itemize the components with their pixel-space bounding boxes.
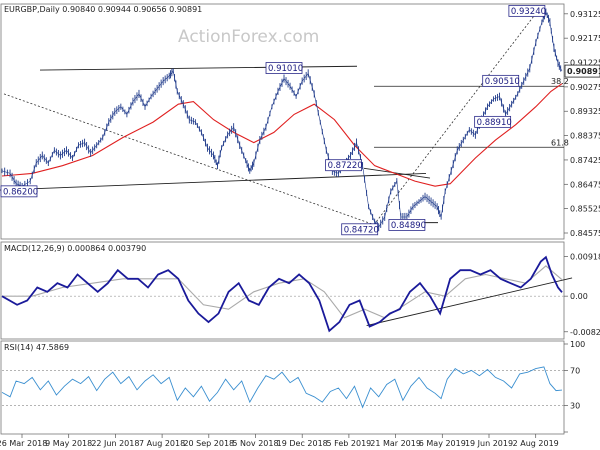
macd-series [1,255,573,333]
rsi-tick-label: 30 [570,402,580,411]
price-tick-label: 0.84575 [570,229,600,238]
macd-tick-label: -0.008225 [570,328,600,337]
rsi-tick-label: 100 [570,340,585,349]
level-label-box [508,4,546,17]
level-label-text: 0.90510 [485,77,520,87]
level-label-box [388,219,426,231]
level-label: 0.90510 [482,74,520,87]
macd-header: MACD(12,26,9) 0.000864 0.003790 [4,244,146,253]
level-label-text: 0.91010 [268,64,303,74]
level-label-text: 0.93240 [511,7,546,17]
x-tick-label: 22 Jun 2018 [91,439,139,448]
x-tick-label: 20 Sep 2018 [183,439,234,448]
x-tick-label: 6 May 2019 [419,439,466,448]
macd-signal-line [2,265,563,319]
level-label-text: 0.87220 [328,161,363,171]
macd-tick-label: 0.009181 [570,252,600,261]
level-label-box [482,74,520,87]
rsi-y-axis: 100 70 30 [564,340,585,433]
price-tick-label: 0.92175 [570,34,600,43]
x-tick-label: 19 Dec 2018 [277,439,328,448]
price-annotations: 38.2 61.8 0.93240 0.91010 0.90510 0.88910 0.87… [0,4,569,236]
x-tick-label: 5 Nov 2018 [232,439,278,448]
macd-line [1,255,563,333]
price-tick-label: 0.88375 [570,132,600,141]
x-tick-label: 26 Mar 2018 [0,439,47,448]
price-tick-label: 0.93125 [570,10,600,19]
level-label: 0.84890 [388,219,426,231]
level-label-box [341,223,379,236]
fib-level-label: 38.2 [551,77,569,86]
level-label: 0.91010 [265,62,303,74]
macd-tick-label: 0.00 [570,292,588,301]
moving-average-line [1,83,563,187]
watermark: ActionForex.com [178,27,319,47]
price-y-axis: 0.93125 0.92175 0.91225 0.90275 0.89325 0.883… [564,10,600,238]
short-falling-line [363,167,431,179]
top-resistance-line [39,65,358,71]
x-tick-label: 21 Mar 2019 [370,439,421,448]
level-label-text: 0.86200 [3,187,38,197]
macd-y-axis: 0.009181 0.00 -0.008225 [564,252,600,337]
macd-trendline [366,277,573,327]
level-label-box [325,159,362,172]
price-tick-label: 0.91225 [570,59,600,68]
x-tick-label: 7 Aug 2018 [139,439,185,448]
current-price-box [564,64,600,78]
x-tick-label: 5 Feb 2019 [327,439,372,448]
price-tick-label: 0.90275 [570,83,600,92]
level-label: 0.86200 [0,185,38,198]
lower-support-line [0,172,427,191]
level-label: 0.87220 [325,159,363,172]
x-tick-label: 2 Aug 2019 [513,439,559,448]
price-series [1,8,563,232]
x-tick-label: 9 May 2018 [45,439,92,448]
level-label-text: 0.84720 [344,225,379,235]
level-label: 0.93240 [508,4,546,17]
current-price-label: 0.90891 [567,67,600,76]
macd-panel-frame [0,241,565,340]
level-label: 0.88910 [474,115,512,128]
rising-dotted-trendline [373,6,542,225]
price-tick-label: 0.86475 [570,180,600,189]
rsi-line [1,366,563,409]
price-header: EURGBP,Daily 0.90840 0.90944 0.90656 0.9… [4,5,202,14]
price-tick-label: 0.87425 [570,156,600,165]
rsi-series [1,366,564,409]
price-panel-frame [0,3,565,240]
rsi-tick-label: 70 [570,366,580,375]
fib-level-label: 61.8 [551,138,569,147]
level-label-box [0,185,38,198]
price-tick-label: 0.89325 [570,107,600,116]
level-label-box [474,115,512,128]
rsi-header: RSI(14) 47.5869 [4,343,69,352]
price-close-line [1,11,563,228]
level-label: 0.84720 [341,223,379,236]
rsi-panel-frame [0,340,565,435]
falling-dotted-trendline [3,93,375,226]
level-label-text: 0.84890 [391,221,426,231]
price-tick-label: 0.85525 [570,205,600,214]
level-label-text: 0.88910 [477,118,512,128]
level-label-box [265,62,303,74]
x-tick-label: 19 Jun 2019 [465,439,513,448]
